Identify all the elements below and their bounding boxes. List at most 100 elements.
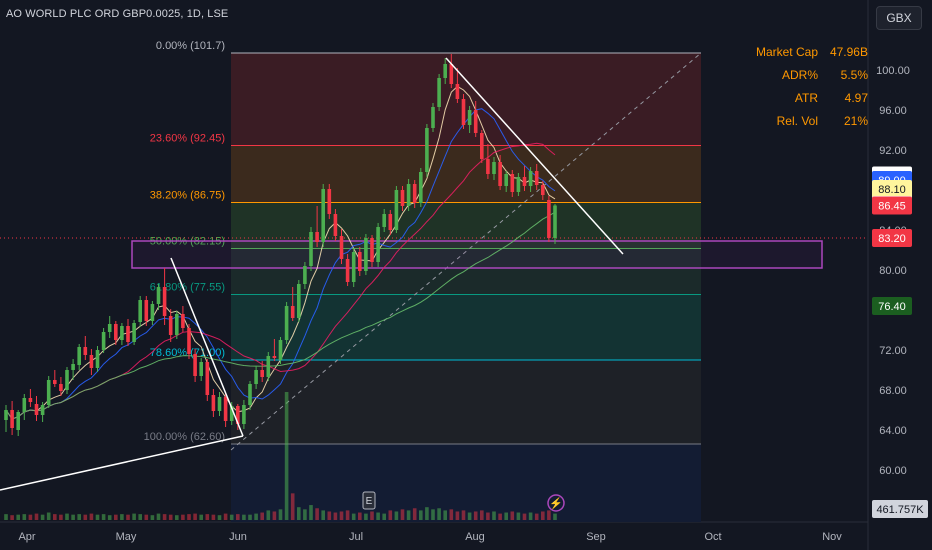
time-tick-label: May (116, 531, 137, 543)
price-tick-label: 72.00 (879, 345, 907, 357)
candle (168, 316, 173, 335)
volume-bar (510, 511, 515, 520)
candle (364, 238, 368, 271)
candle (297, 284, 301, 318)
volume-bar (309, 505, 313, 520)
candle (181, 314, 185, 328)
price-badge-value: 88.10 (878, 184, 906, 196)
volume-bar (53, 514, 57, 520)
volume-bar (425, 507, 429, 520)
volume-bar (65, 513, 69, 520)
volume-badge-value: 461.757K (876, 504, 924, 516)
fib-zone-fill (231, 145, 701, 203)
candle (284, 306, 289, 340)
fib-zone-fill (231, 360, 701, 444)
price-tick-label: 68.00 (879, 385, 907, 397)
candle (376, 227, 380, 262)
candle (59, 384, 63, 391)
volume-bar (522, 513, 527, 520)
price-badge-bg (872, 180, 912, 198)
candle (217, 397, 222, 411)
volume-bar (193, 513, 197, 520)
volume-bar (351, 513, 356, 520)
volume-bar (284, 392, 289, 520)
volume-bar (376, 512, 380, 520)
time-tick-label: Jul (349, 531, 363, 543)
dividend-marker-icon: ⚡ (549, 497, 563, 510)
candle (449, 64, 454, 84)
candle (394, 190, 399, 230)
candle (34, 404, 39, 415)
candle (370, 238, 374, 262)
candle (504, 174, 508, 186)
chart-title: AO WORLD PLC ORD GBP0.0025, 1D, LSE (6, 8, 229, 20)
candle (242, 405, 246, 424)
candle (358, 252, 362, 271)
earnings-marker-label: E (366, 496, 373, 507)
candle (534, 171, 539, 185)
candle (272, 356, 277, 358)
candle (461, 99, 466, 125)
currency-selector[interactable]: GBX (876, 6, 922, 30)
candle (248, 384, 252, 405)
candle (77, 347, 81, 365)
volume-bar (242, 514, 246, 520)
stat-label: ATR (794, 91, 818, 105)
volume-bar (211, 514, 216, 520)
candle (388, 214, 393, 230)
candle (10, 410, 14, 428)
volume-bar (40, 514, 45, 520)
stat-label: Market Cap (755, 45, 818, 59)
candle (431, 107, 435, 128)
volume-bar (132, 513, 136, 520)
dividend-marker (547, 494, 565, 512)
price-badge: 86.45 (872, 196, 912, 215)
price-badge-bg (872, 297, 912, 315)
volume-bar (168, 514, 173, 520)
volume-bar (480, 510, 484, 520)
fib-level-label: 100.00% (62.60) (144, 431, 225, 443)
downtrend-line (445, 57, 624, 255)
volume-bar (345, 510, 350, 520)
candle (211, 395, 216, 411)
candle (541, 185, 545, 195)
candle (95, 350, 100, 368)
candle (53, 380, 57, 384)
volume-bar (260, 512, 264, 520)
volume-bar (492, 511, 496, 520)
stat-row-adr: ADR% 5.5% (740, 65, 868, 86)
candle (547, 200, 551, 238)
candle (553, 205, 557, 238)
volume-bar (107, 515, 112, 520)
candle (205, 362, 210, 395)
volume-bar (315, 508, 319, 520)
volume-bar (266, 510, 271, 520)
price-badge: 83.20 (872, 229, 912, 247)
time-tick-label: Oct (704, 531, 721, 543)
price-tick-label: 60.00 (879, 465, 907, 477)
stat-row-market-cap: Market Cap 47.96B (740, 42, 868, 63)
candle (46, 380, 51, 405)
volume-bar (205, 514, 210, 520)
candle (309, 232, 313, 266)
volume-bar (473, 511, 478, 520)
volume-badge: 461.757K (872, 500, 928, 518)
candle (40, 405, 45, 415)
candle (412, 184, 417, 203)
volume-bar (46, 512, 51, 520)
candle (406, 184, 411, 206)
candle (345, 259, 350, 282)
candle (132, 323, 136, 342)
price-badge: 76.40 (872, 297, 912, 315)
candle (467, 110, 472, 125)
candle (516, 177, 521, 192)
candle (16, 412, 20, 430)
volume-bar (358, 512, 362, 520)
candle (492, 162, 496, 174)
volume-bar (498, 513, 502, 520)
volume-bar (114, 514, 118, 520)
volume-bar (4, 514, 8, 520)
time-tick-label: Sep (586, 531, 606, 543)
price-tick-label: 64.00 (879, 425, 907, 437)
